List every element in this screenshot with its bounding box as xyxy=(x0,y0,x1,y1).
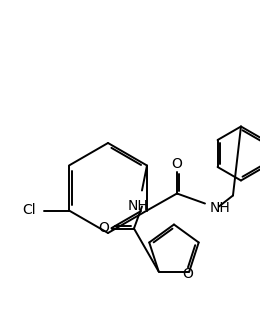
Text: O: O xyxy=(182,267,193,280)
Text: O: O xyxy=(172,158,183,172)
Text: NH: NH xyxy=(210,202,231,216)
Text: NH: NH xyxy=(128,198,148,212)
Text: Cl: Cl xyxy=(22,204,36,218)
Text: O: O xyxy=(99,221,109,235)
